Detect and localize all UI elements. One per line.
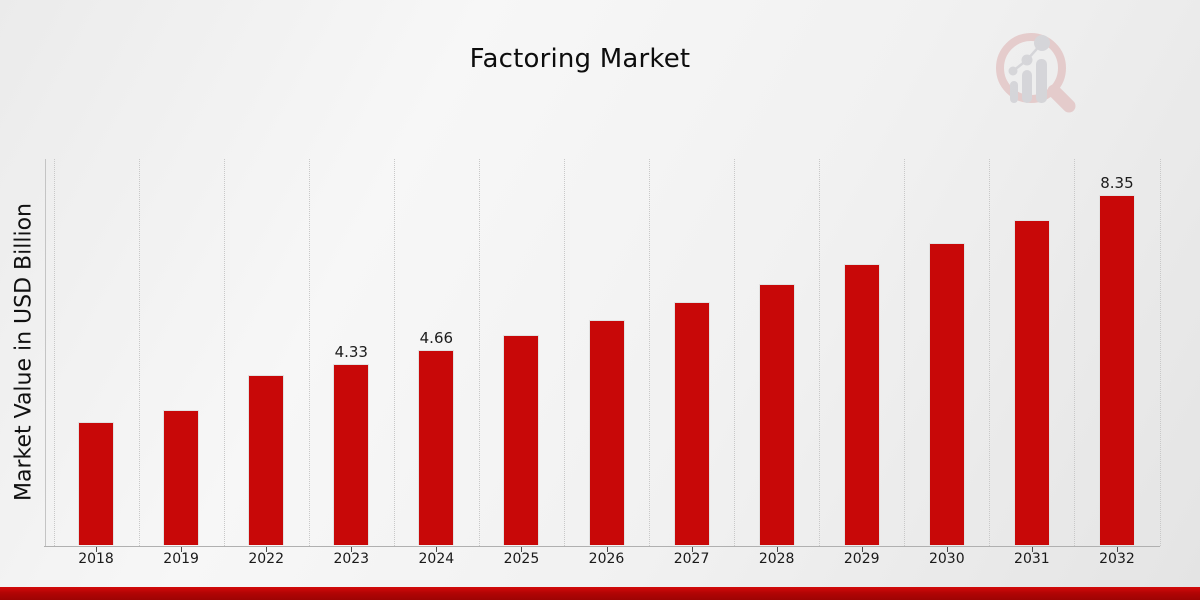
x-tick-label: 2030 [928, 551, 965, 567]
gridline [819, 159, 821, 546]
bar [333, 363, 370, 546]
axis-tick [181, 546, 183, 552]
axis-tick [691, 546, 693, 552]
x-tick-label: 2022 [248, 551, 284, 567]
x-tick-label: 2025 [503, 551, 540, 567]
axis-tick [96, 546, 98, 552]
chart-title: Factoring Market [469, 44, 691, 74]
bar [758, 284, 795, 546]
bar-value-label: 8.35 [1100, 173, 1134, 192]
gridline [649, 159, 651, 546]
bar [163, 410, 200, 546]
axis-tick [351, 546, 353, 552]
bar [418, 349, 455, 546]
x-axis-line [44, 545, 1160, 547]
magnifier-bar-chart-logo [996, 33, 1076, 113]
x-tick-label: 2032 [1099, 551, 1135, 567]
bar [673, 302, 710, 546]
gridline [563, 159, 565, 546]
x-tick-label: 2023 [333, 551, 370, 567]
bar-value-label: 4.33 [334, 342, 368, 361]
axis-tick [946, 546, 948, 552]
x-tick-label: 2019 [163, 551, 199, 567]
axis-tick [1116, 546, 1118, 552]
axis-tick [776, 546, 778, 552]
bar [843, 264, 880, 546]
axis-tick [436, 546, 438, 552]
x-tick-label: 2027 [673, 551, 710, 567]
x-tick-label: 2026 [588, 551, 625, 567]
gridline [734, 159, 736, 546]
bar [1098, 194, 1135, 546]
x-tick-label: 2018 [78, 551, 114, 567]
x-tick-label: 2024 [418, 551, 455, 567]
x-tick-label: 2028 [758, 551, 795, 567]
gridline [1159, 159, 1161, 546]
bar [1013, 220, 1050, 546]
gridline [1074, 159, 1076, 546]
gridline [138, 159, 140, 546]
magnifier-handle-icon [1047, 84, 1076, 113]
bar [78, 422, 115, 546]
axis-tick [521, 546, 523, 552]
gridline [478, 159, 480, 546]
axis-tick [266, 546, 268, 552]
x-tick-label: 2031 [1014, 551, 1050, 567]
footer-accent-bar [0, 587, 1200, 600]
axis-tick [606, 546, 608, 552]
gridline [53, 159, 55, 546]
trend-dots-icon [1008, 35, 1050, 76]
gridline [989, 159, 991, 546]
trend-bars-icon [1010, 59, 1047, 103]
bar [928, 243, 965, 546]
gridline [904, 159, 906, 546]
bar [248, 375, 285, 546]
axis-tick [1031, 546, 1033, 552]
x-tick-label: 2029 [843, 551, 880, 567]
bar [503, 335, 540, 546]
gridline [223, 159, 225, 546]
gridline [393, 159, 395, 546]
y-axis-spine [44, 159, 46, 546]
gridline [308, 159, 310, 546]
axis-tick [861, 546, 863, 552]
bar [588, 319, 625, 546]
bar-value-label: 4.66 [419, 328, 454, 347]
